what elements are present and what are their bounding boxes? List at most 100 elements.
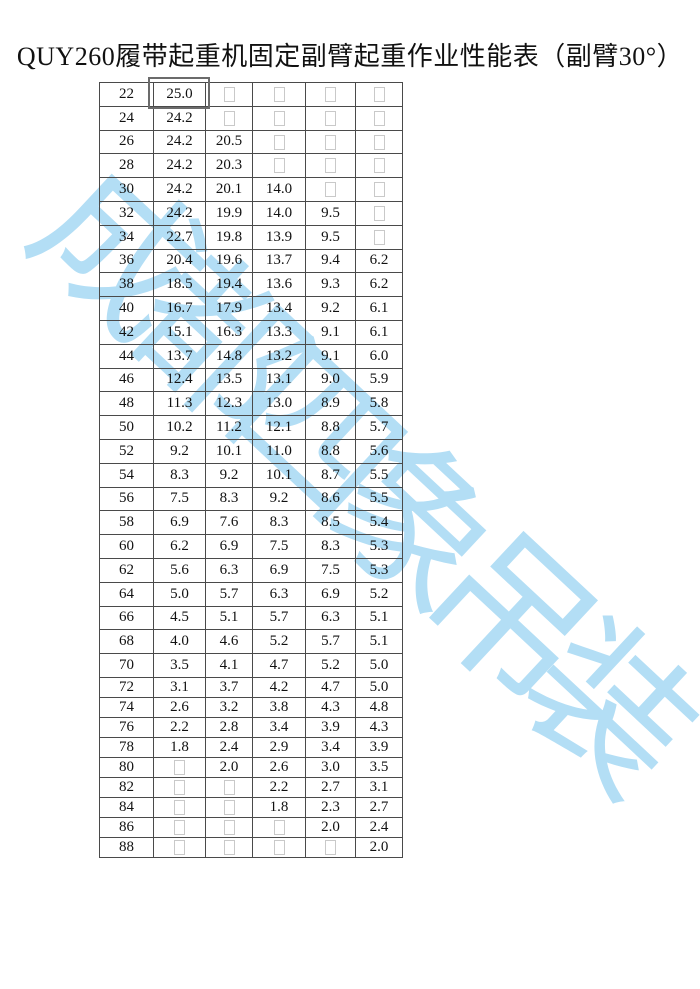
empty-marker [373, 110, 385, 126]
capacity-cell: 2.4 [355, 816, 403, 838]
empty-marker [273, 110, 285, 126]
empty-marker [174, 819, 185, 835]
capacity-cell: 18.5 [153, 272, 206, 298]
data-table: 22 25.0 24 24.2 26 24.2 20.5 28 24.2 20.3 30 24.2 20… [99, 82, 403, 858]
capacity-cell: 8.8 [305, 415, 356, 440]
capacity-cell: 10.1 [252, 462, 306, 488]
capacity-cell: 6.1 [355, 319, 403, 345]
table-row: 78 1.8 2.4 2.9 3.4 3.9 [99, 736, 403, 758]
capacity-cell: 11.2 [205, 415, 253, 440]
empty-marker [325, 839, 336, 855]
row-label-cell: 86 [99, 816, 154, 838]
capacity-cell [205, 776, 253, 798]
table-row: 32 24.2 19.9 14.0 9.5 [99, 200, 403, 226]
table-row: 56 7.5 8.3 9.2 8.6 5.5 [99, 486, 403, 512]
capacity-cell: 5.1 [355, 629, 403, 655]
capacity-cell: 19.6 [205, 248, 253, 274]
capacity-cell: 8.5 [305, 510, 356, 536]
capacity-cell: 10.1 [205, 438, 253, 464]
capacity-cell: 9.2 [305, 296, 356, 321]
capacity-cell: 5.5 [355, 486, 403, 512]
empty-marker [174, 779, 185, 795]
capacity-cell [205, 105, 253, 131]
capacity-cell: 2.0 [305, 816, 356, 838]
row-label-cell: 30 [99, 177, 154, 202]
capacity-cell: 5.2 [355, 581, 403, 607]
empty-marker [223, 839, 235, 855]
capacity-cell: 9.1 [305, 343, 356, 369]
capacity-cell: 8.3 [205, 486, 253, 512]
capacity-cell [355, 200, 403, 226]
empty-marker [325, 110, 336, 126]
row-label-cell: 76 [99, 716, 154, 738]
capacity-cell [252, 82, 306, 107]
row-label-cell: 54 [99, 462, 154, 488]
table-row: 22 25.0 [99, 82, 403, 107]
row-label-cell: 26 [99, 129, 154, 155]
table-row: 28 24.2 20.3 [99, 153, 403, 179]
empty-marker [325, 182, 336, 198]
capacity-cell: 12.4 [153, 367, 206, 393]
row-label-cell: 42 [99, 319, 154, 345]
capacity-cell: 14.8 [205, 343, 253, 369]
capacity-cell [252, 153, 306, 179]
empty-marker [373, 182, 385, 198]
row-label-cell: 52 [99, 438, 154, 464]
capacity-cell: 4.7 [252, 653, 306, 678]
empty-marker [223, 110, 235, 126]
capacity-cell: 16.3 [205, 319, 253, 345]
table-row: 74 2.6 3.2 3.8 4.3 4.8 [99, 696, 403, 718]
row-label-cell: 48 [99, 391, 154, 417]
table-row: 82 2.2 2.7 3.1 [99, 776, 403, 798]
capacity-cell: 3.5 [355, 756, 403, 778]
capacity-cell [153, 816, 206, 838]
capacity-cell: 3.2 [205, 696, 253, 718]
row-label-cell: 70 [99, 653, 154, 678]
capacity-cell: 5.1 [355, 605, 403, 631]
capacity-cell [305, 836, 356, 858]
capacity-cell: 4.7 [305, 676, 356, 698]
row-label-cell: 34 [99, 224, 154, 250]
table-row: 24 24.2 [99, 105, 403, 131]
capacity-cell: 2.6 [252, 756, 306, 778]
table-row: 30 24.2 20.1 14.0 [99, 177, 403, 202]
capacity-cell: 6.3 [205, 557, 253, 583]
capacity-cell: 5.0 [153, 581, 206, 607]
capacity-cell: 8.7 [305, 462, 356, 488]
capacity-cell: 5.2 [305, 653, 356, 678]
capacity-cell: 19.9 [205, 200, 253, 226]
capacity-cell: 6.9 [252, 557, 306, 583]
capacity-cell: 13.9 [252, 224, 306, 250]
table-row: 36 20.4 19.6 13.7 9.4 6.2 [99, 248, 403, 274]
empty-marker [174, 839, 185, 855]
table-row: 86 2.0 2.4 [99, 816, 403, 838]
capacity-cell: 4.2 [252, 676, 306, 698]
capacity-cell [355, 153, 403, 179]
capacity-cell: 8.3 [252, 510, 306, 536]
capacity-cell: 5.0 [355, 676, 403, 698]
capacity-cell: 2.3 [305, 796, 356, 818]
capacity-cell: 4.3 [355, 716, 403, 738]
capacity-cell: 4.5 [153, 605, 206, 631]
row-label-cell: 88 [99, 836, 154, 858]
capacity-cell: 2.7 [305, 776, 356, 798]
row-label-cell: 32 [99, 200, 154, 226]
capacity-cell: 11.3 [153, 391, 206, 417]
empty-marker [325, 86, 336, 102]
row-label-cell: 84 [99, 796, 154, 818]
capacity-cell [205, 796, 253, 818]
table-row: 72 3.1 3.7 4.2 4.7 5.0 [99, 676, 403, 698]
capacity-cell: 9.4 [305, 248, 356, 274]
capacity-cell: 6.3 [305, 605, 356, 631]
empty-marker [223, 779, 235, 795]
table-row: 62 5.6 6.3 6.9 7.5 5.3 [99, 557, 403, 583]
capacity-cell: 9.1 [305, 319, 356, 345]
capacity-cell: 6.0 [355, 343, 403, 369]
capacity-cell: 20.4 [153, 248, 206, 274]
capacity-cell: 24.2 [153, 129, 206, 155]
empty-marker [373, 86, 385, 102]
capacity-cell: 24.2 [153, 177, 206, 202]
table-row: 68 4.0 4.6 5.2 5.7 5.1 [99, 629, 403, 655]
capacity-cell [355, 224, 403, 250]
capacity-cell: 5.9 [355, 367, 403, 393]
